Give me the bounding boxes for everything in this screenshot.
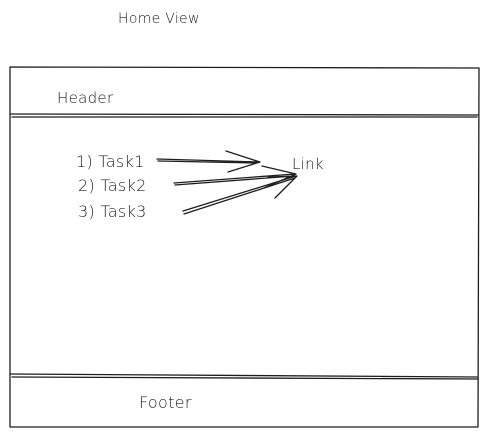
arrow-task2-to-link: [173, 165, 297, 189]
task-item-3[interactable]: 3) Task3: [78, 202, 147, 221]
page-frame: [9, 66, 480, 428]
task-item-1[interactable]: 1) Task1: [76, 152, 145, 171]
footer-divider: [9, 373, 479, 380]
header-divider: [9, 113, 479, 118]
footer-label: Footer: [139, 393, 192, 412]
view-title: Home View: [118, 11, 200, 27]
arrow-task1-to-link: [156, 150, 261, 173]
arrow-task3-to-link: [182, 175, 298, 215]
task-item-2[interactable]: 2) Task2: [78, 176, 147, 195]
header-label: Header: [57, 89, 114, 107]
link-target[interactable]: Link: [292, 155, 324, 173]
